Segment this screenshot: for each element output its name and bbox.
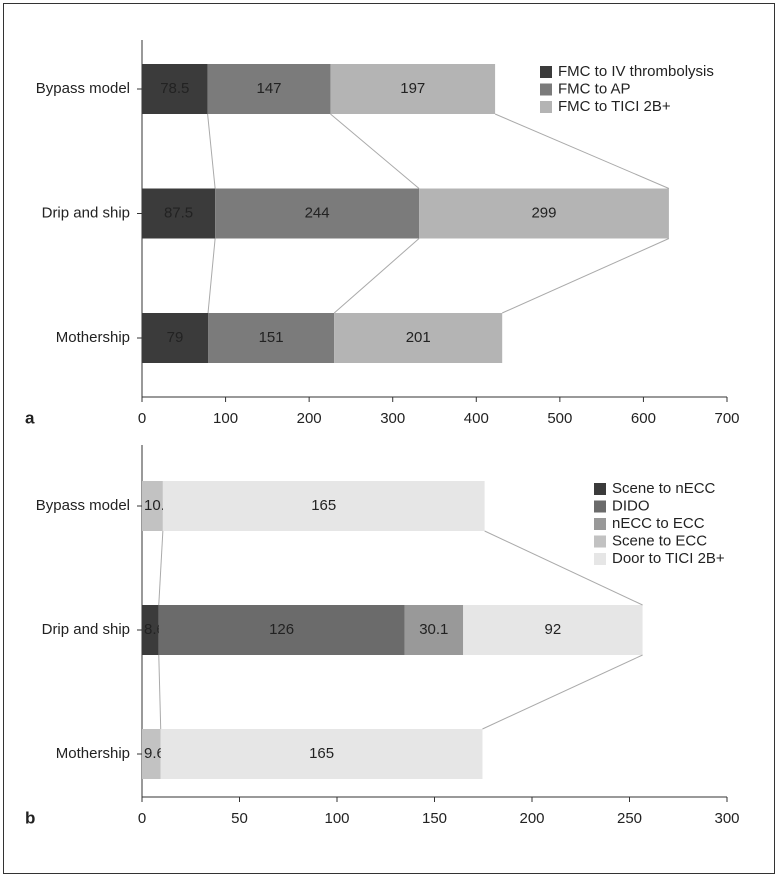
connector [158,654,162,730]
value-label: 151 [259,329,284,346]
x-tick-label: 50 [231,810,248,827]
value-label: 197 [400,80,425,97]
x-tick-label: 500 [547,410,572,427]
bar-segment [419,188,669,239]
y-tick-label: Drip and ship [42,621,130,638]
value-label: 201 [406,329,431,346]
frame [3,3,775,874]
value-label: 79 [167,329,184,346]
bar-segment [160,729,483,779]
bar-segment [215,188,420,239]
legend-swatch [594,500,606,513]
x-tick-label: 100 [324,810,349,827]
bar-segment [142,605,159,655]
legend-swatch [594,535,606,548]
bar-segment [142,313,209,363]
value-label: 30.1 [419,621,448,638]
legend-swatch [594,553,606,565]
legend-label: Scene to nECC [612,480,716,497]
y-tick-label: Drip and ship [42,204,130,221]
bar-segment [142,64,208,114]
connector [484,530,643,606]
bar-segment [142,481,163,531]
connector [501,238,670,314]
connector [207,238,216,314]
x-tick-label: 0 [138,810,146,827]
legend-label: FMC to AP [558,80,631,97]
value-label: 9.6 [144,745,165,762]
x-tick-label: 200 [297,410,322,427]
value-label: 299 [531,204,556,221]
y-tick-label: Bypass model [36,80,130,97]
bar-segment [158,605,405,655]
value-label: 87.5 [164,204,193,221]
legend-label: Door to TICI 2B+ [612,550,725,567]
bar-segment [142,188,216,239]
value-label: 165 [309,745,334,762]
y-tick-label: Mothership [56,329,130,346]
legend-swatch [540,66,552,78]
bar-segment [162,481,485,531]
x-tick-label: 300 [714,810,739,827]
connector [330,113,420,189]
value-label: 92 [545,621,562,638]
legend-swatch [594,518,606,530]
legend-label: DIDO [612,497,650,514]
y-tick-label: Bypass model [36,497,130,514]
y-tick-label: Mothership [56,745,130,762]
legend-swatch [540,101,552,113]
x-tick-label: 0 [138,410,146,427]
bar-segment [207,64,331,114]
value-label: 126 [269,621,294,638]
value-label: 244 [305,204,330,221]
value-label: 165 [311,497,336,514]
x-tick-label: 700 [714,410,739,427]
bar-segment [463,605,643,655]
bar-segment [208,313,335,363]
panel-label: a [25,408,35,427]
legend-label: Scene to ECC [612,532,707,549]
connector [494,113,670,189]
legend-label: FMC to TICI 2B+ [558,98,671,115]
legend-swatch [540,83,552,96]
connector [207,113,216,189]
value-label: 78.5 [160,80,189,97]
x-tick-label: 250 [617,810,642,827]
x-tick-label: 200 [519,810,544,827]
connector [482,654,643,730]
x-tick-label: 150 [422,810,447,827]
bar-segment [330,64,496,114]
legend-swatch [594,483,606,495]
connector [158,530,164,606]
connector [333,238,420,314]
legend-label: nECC to ECC [612,515,705,532]
bar-segment [334,313,503,363]
panel-label: b [25,808,35,827]
bar-segment [404,605,464,655]
x-tick-label: 100 [213,410,238,427]
bar-segment [142,729,161,779]
x-tick-label: 300 [380,410,405,427]
x-tick-label: 400 [464,410,489,427]
x-tick-label: 600 [631,410,656,427]
legend-label: FMC to IV thrombolysis [558,63,714,80]
value-label: 147 [257,80,282,97]
